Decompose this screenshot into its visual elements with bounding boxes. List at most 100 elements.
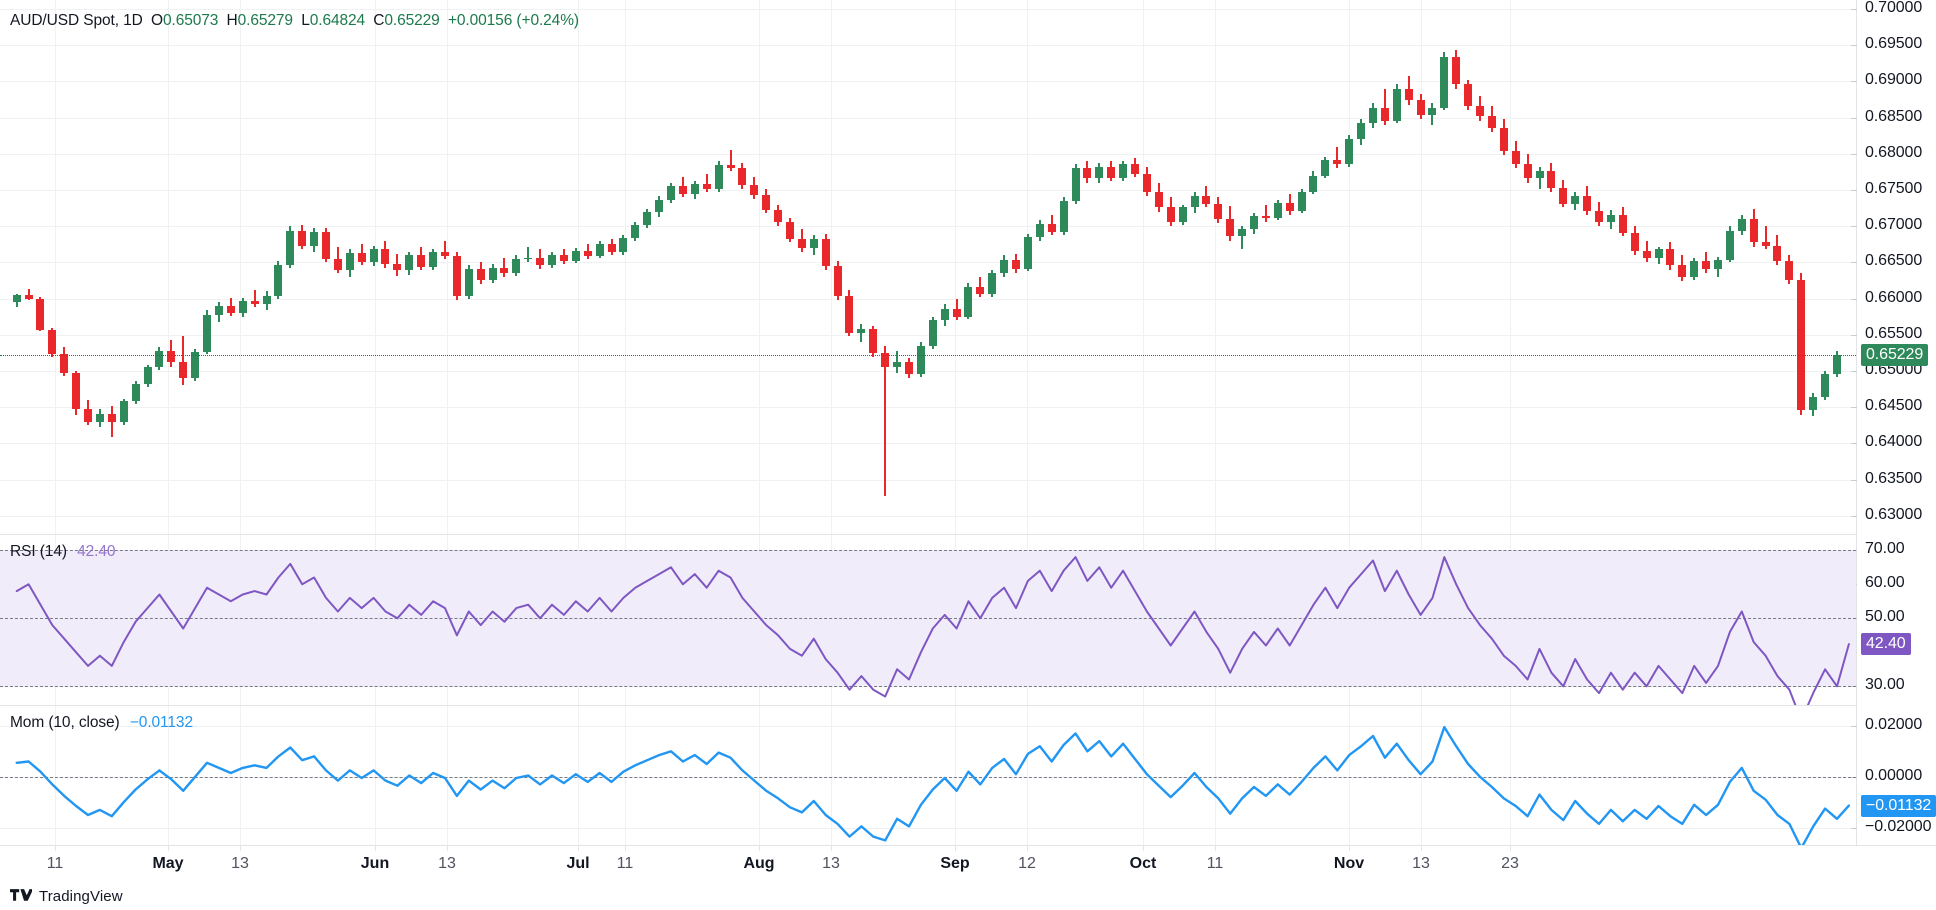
current-price-badge[interactable]: 0.65229 xyxy=(1861,343,1929,366)
gridline-horizontal xyxy=(0,371,1856,372)
price-legend[interactable]: AUD/USD Spot, 1D O0.65073 H0.65279 L0.64… xyxy=(10,12,579,30)
candlestick-body xyxy=(203,314,211,352)
gridline-vertical xyxy=(759,0,760,534)
momentum-axis-label: −0.02000 xyxy=(1865,817,1932,835)
candlestick-body xyxy=(1738,219,1746,231)
candlestick-body xyxy=(941,308,949,321)
candlestick xyxy=(953,0,961,534)
candlestick xyxy=(988,0,996,534)
candlestick-body xyxy=(1690,261,1698,277)
candlestick-body xyxy=(893,362,901,368)
momentum-value-badge[interactable]: −0.01132 xyxy=(1861,794,1936,817)
time-axis[interactable]: 11 May 13 Jun 13 Jul 11 Aug 13 Sep 12 Oct 11 Nov 13 23 xyxy=(0,845,1936,883)
candlestick-body xyxy=(1488,116,1496,128)
candlestick-body xyxy=(263,295,271,305)
candlestick xyxy=(1785,0,1793,534)
price-axis[interactable]: 0.70000 0.69500 0.69000 0.68500 0.68000 0.675… xyxy=(1851,0,1936,845)
candlestick-body xyxy=(1762,242,1770,246)
momentum-pane[interactable]: Mom (10, close) −0.01132 xyxy=(0,706,1856,845)
axis-tick xyxy=(1851,45,1857,47)
candlestick xyxy=(608,0,616,534)
candlestick-body xyxy=(1321,159,1329,176)
rsi-value-badge[interactable]: 42.40 xyxy=(1861,633,1911,656)
candlestick xyxy=(155,0,163,534)
rsi-legend[interactable]: RSI (14) 42.40 xyxy=(10,543,116,561)
candlestick xyxy=(929,0,937,534)
candlestick xyxy=(631,0,639,534)
candlestick-wick xyxy=(1241,226,1243,250)
candlestick-body xyxy=(1583,195,1591,212)
axis-tick xyxy=(1851,827,1857,829)
candlestick-wick xyxy=(884,346,886,497)
candlestick-body xyxy=(560,254,568,262)
candlestick xyxy=(679,0,687,534)
candlestick xyxy=(619,0,627,534)
candlestick xyxy=(441,0,449,534)
time-axis-label: 13 xyxy=(822,855,840,872)
series-path xyxy=(15,725,1851,845)
candlestick-body xyxy=(762,195,770,210)
candlestick xyxy=(1452,0,1460,534)
price-axis-label: 0.67000 xyxy=(1865,216,1923,234)
candlestick xyxy=(1262,0,1270,534)
candlestick-body xyxy=(1476,106,1484,117)
gridline-horizontal xyxy=(0,226,1856,227)
candlestick-body xyxy=(310,232,318,246)
candlestick-body xyxy=(1012,259,1020,269)
candlestick xyxy=(774,0,782,534)
time-axis-label: Nov xyxy=(1333,855,1365,872)
candlestick-body xyxy=(822,239,830,267)
price-change: +0.00156 (+0.24%) xyxy=(447,12,579,29)
candlestick xyxy=(1286,0,1294,534)
candlestick-body xyxy=(227,305,235,314)
candlestick xyxy=(393,0,401,534)
price-axis-label: 0.64500 xyxy=(1865,397,1923,415)
tradingview-logo[interactable]: TradingView xyxy=(10,888,123,905)
candlestick-body xyxy=(917,345,925,374)
candlestick xyxy=(560,0,568,534)
candlestick xyxy=(36,0,44,534)
candlestick xyxy=(857,0,865,534)
candlestick xyxy=(191,0,199,534)
time-axis-tick xyxy=(375,846,376,851)
candlestick-body xyxy=(1559,187,1567,204)
candlestick xyxy=(1167,0,1175,534)
candlestick-body xyxy=(1357,123,1365,140)
candlestick-body xyxy=(155,350,163,368)
candlestick xyxy=(370,0,378,534)
gridline-vertical xyxy=(1421,0,1422,534)
momentum-legend[interactable]: Mom (10, close) −0.01132 xyxy=(10,714,193,732)
candlestick xyxy=(1547,0,1555,534)
candlestick xyxy=(1666,0,1674,534)
gridline-horizontal xyxy=(0,516,1856,517)
price-axis-label: 0.65500 xyxy=(1865,324,1923,342)
candlestick-body xyxy=(548,254,556,266)
candlestick xyxy=(239,0,247,534)
candlestick xyxy=(1631,0,1639,534)
candlestick-body xyxy=(596,244,604,256)
candlestick-body xyxy=(619,237,627,253)
gridline-vertical xyxy=(759,706,760,845)
candlestick-body xyxy=(84,408,92,422)
candlestick xyxy=(1595,0,1603,534)
candlestick-body xyxy=(48,329,56,354)
candlestick-body xyxy=(1809,397,1817,411)
axis-tick xyxy=(1851,334,1857,336)
candlestick xyxy=(703,0,711,534)
price-pane[interactable]: AUD/USD Spot, 1D O0.65073 H0.65279 L0.64… xyxy=(0,0,1856,534)
time-axis-label: 12 xyxy=(1018,855,1036,872)
candlestick-body xyxy=(477,268,485,280)
candlestick-body xyxy=(322,232,330,259)
price-axis-label: 0.69500 xyxy=(1865,35,1923,53)
candlestick xyxy=(60,0,68,534)
tradingview-logo-icon xyxy=(10,889,32,901)
candlestick-body xyxy=(13,295,21,303)
candlestick xyxy=(596,0,604,534)
rsi-pane[interactable]: RSI (14) 42.40 xyxy=(0,535,1856,705)
axis-tick xyxy=(1851,262,1857,264)
axis-tick xyxy=(1851,407,1857,409)
candlestick-body xyxy=(334,258,342,270)
candlestick xyxy=(1036,0,1044,534)
candlestick-wick xyxy=(1336,146,1338,169)
